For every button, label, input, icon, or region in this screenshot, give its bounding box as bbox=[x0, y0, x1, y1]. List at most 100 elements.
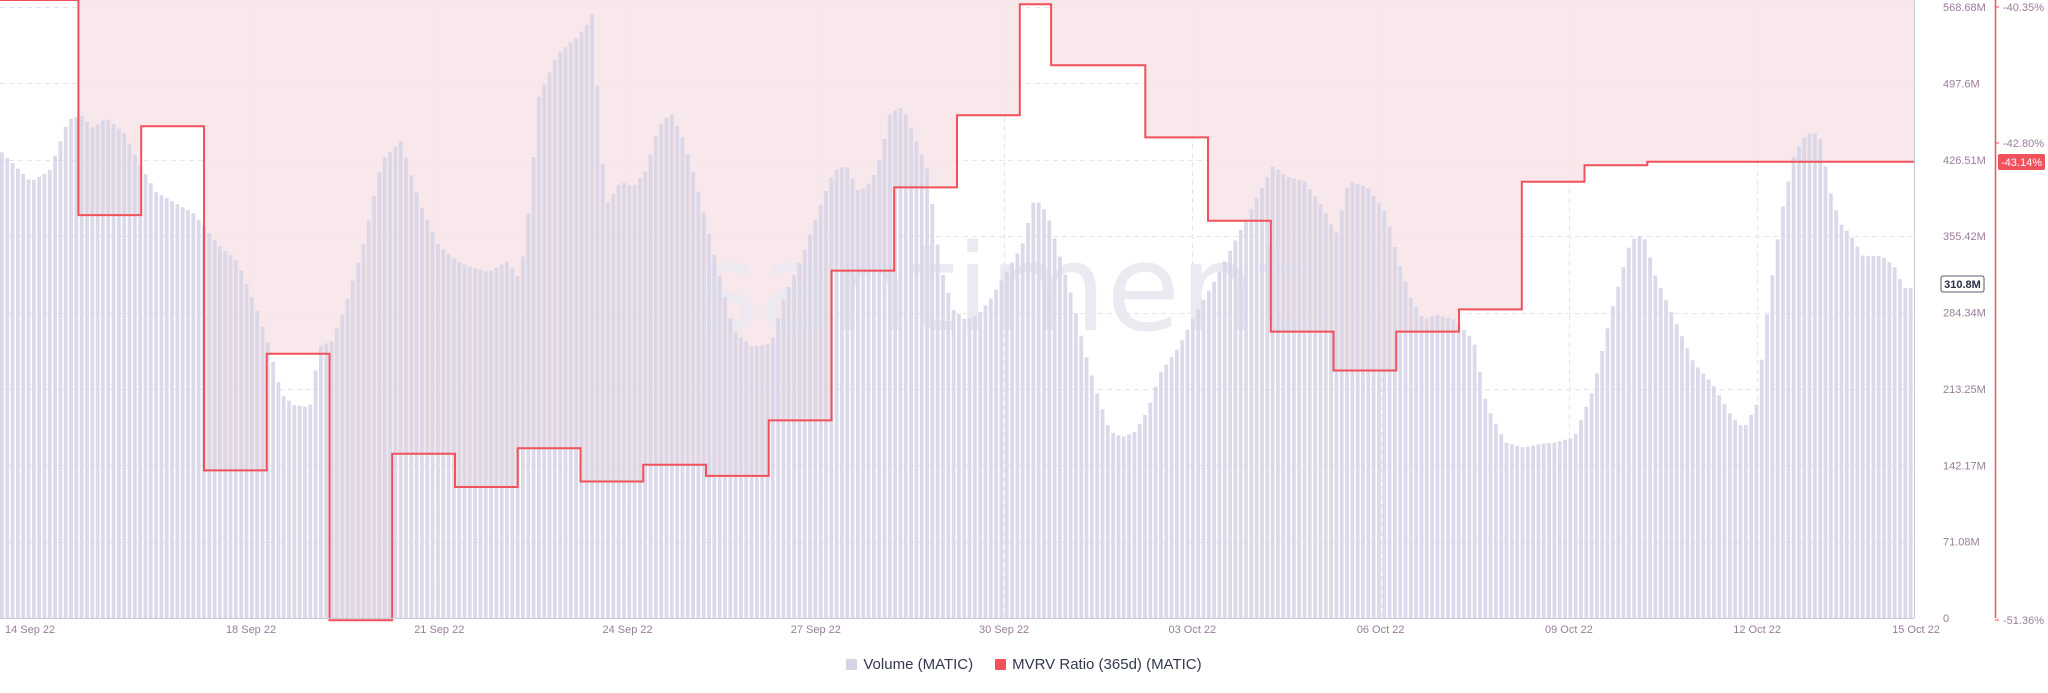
volume-bar bbox=[887, 114, 892, 618]
volume-bar bbox=[579, 31, 584, 619]
volume-bar bbox=[1031, 202, 1036, 618]
mvrv-line bbox=[0, 0, 1914, 622]
volume-bar bbox=[223, 250, 228, 619]
volume-bar bbox=[765, 343, 770, 618]
volume-bar bbox=[1658, 288, 1663, 618]
volume-bar bbox=[1674, 324, 1679, 618]
volume-bar bbox=[1775, 239, 1780, 619]
volume-bar bbox=[590, 14, 594, 619]
volume-bar bbox=[233, 259, 238, 618]
volume-bar bbox=[1366, 188, 1371, 618]
legend-item-mvrv[interactable]: MVRV Ratio (365d) (MATIC) bbox=[995, 656, 1202, 673]
volume-bar bbox=[255, 310, 260, 618]
volume-bar bbox=[696, 191, 701, 618]
volume-bar bbox=[1605, 328, 1610, 618]
volume-tick-label: 213.25M bbox=[1943, 384, 1986, 396]
volume-bar bbox=[882, 138, 887, 619]
volume-bar bbox=[1036, 202, 1041, 618]
volume-bar bbox=[1318, 204, 1323, 618]
volume-bar bbox=[1589, 393, 1594, 618]
volume-bar bbox=[643, 171, 648, 618]
volume-bar bbox=[850, 178, 855, 618]
volume-bar bbox=[106, 119, 111, 618]
volume-bar bbox=[701, 212, 706, 619]
volume-bar bbox=[1797, 146, 1801, 619]
volume-tick-label: 71.08M bbox=[1943, 537, 1980, 549]
volume-bar bbox=[1244, 219, 1248, 618]
volume-bar bbox=[914, 141, 919, 618]
volume-bar bbox=[0, 152, 4, 618]
volume-bar bbox=[1711, 386, 1716, 618]
volume-bar bbox=[499, 264, 504, 618]
volume-bar bbox=[1020, 243, 1025, 618]
volume-bar bbox=[871, 175, 876, 619]
volume-tick-label: 426.51M bbox=[1943, 155, 1986, 167]
volume-bar bbox=[1079, 336, 1084, 618]
volume-bar bbox=[457, 262, 462, 618]
volume-bar bbox=[1159, 372, 1163, 618]
volume-bar bbox=[393, 146, 398, 618]
volume-bar bbox=[1584, 406, 1589, 618]
volume-bar bbox=[983, 305, 988, 618]
volume-bar bbox=[1206, 290, 1211, 618]
legend-item-volume[interactable]: Volume (MATIC) bbox=[846, 656, 973, 673]
volume-bar bbox=[1860, 255, 1865, 618]
volume-bar bbox=[1302, 181, 1307, 618]
volume-bar bbox=[1462, 329, 1466, 618]
volume-bar bbox=[1823, 166, 1828, 618]
volume-bar bbox=[1898, 279, 1902, 618]
volume-bar bbox=[31, 179, 36, 618]
volume-bar bbox=[1398, 265, 1403, 618]
volume-bar bbox=[510, 268, 515, 618]
volume-bar bbox=[717, 275, 722, 618]
volume-bar bbox=[1818, 139, 1823, 618]
volume-bar bbox=[1100, 409, 1105, 618]
volume-bar bbox=[728, 318, 733, 618]
legend-label-mvrv: MVRV Ratio (365d) (MATIC) bbox=[1012, 656, 1202, 673]
volume-bar bbox=[1786, 181, 1791, 618]
volume-bar bbox=[228, 255, 233, 618]
volume-bar bbox=[1121, 436, 1126, 618]
volume-bar bbox=[531, 157, 536, 618]
volume-bar bbox=[1430, 316, 1435, 618]
volume-bar bbox=[909, 127, 913, 618]
x-tick-labels: 14 Sep 22 18 Sep 22 21 Sep 22 24 Sep 22 27 S… bbox=[5, 624, 1940, 636]
volume-bar bbox=[382, 157, 387, 618]
volume-bar bbox=[1616, 286, 1621, 618]
volume-bar bbox=[1844, 230, 1849, 619]
volume-bar bbox=[329, 341, 334, 618]
volume-bar bbox=[1595, 373, 1599, 618]
x-tick-label: 06 Oct 22 bbox=[1357, 624, 1405, 636]
volume-bar bbox=[1414, 307, 1419, 618]
volume-bar bbox=[552, 60, 557, 618]
volume-bar bbox=[744, 341, 749, 618]
volume-bar bbox=[1132, 432, 1137, 618]
volume-bar bbox=[1850, 237, 1855, 618]
volume-bar bbox=[1765, 314, 1769, 618]
volume-bar bbox=[1350, 182, 1355, 619]
volume-bar bbox=[196, 219, 201, 618]
volume-bar bbox=[1403, 281, 1408, 618]
volume-bar bbox=[1807, 133, 1812, 619]
x-tick-label: 14 Sep 22 bbox=[5, 624, 55, 636]
volume-bar bbox=[707, 233, 711, 618]
volume-bar bbox=[861, 188, 866, 618]
volume-bar bbox=[1361, 185, 1365, 619]
volume-bar bbox=[5, 157, 10, 618]
volume-bar bbox=[808, 234, 812, 618]
volume-bar bbox=[855, 189, 860, 618]
volume-bar bbox=[1876, 256, 1881, 618]
volume-bar bbox=[101, 120, 105, 618]
volume-bars bbox=[0, 14, 1913, 619]
volume-bar bbox=[1515, 445, 1520, 618]
volume-bar bbox=[1456, 323, 1461, 618]
volume-bar bbox=[1903, 288, 1908, 618]
volume-bar bbox=[1557, 441, 1562, 618]
volume-bar bbox=[622, 183, 626, 618]
volume-bar bbox=[1738, 425, 1743, 618]
volume-bar bbox=[1525, 446, 1530, 618]
volume-bar bbox=[1680, 336, 1684, 618]
volume-bar bbox=[175, 204, 180, 618]
volume-bar bbox=[994, 289, 999, 618]
volume-bar bbox=[430, 231, 435, 618]
